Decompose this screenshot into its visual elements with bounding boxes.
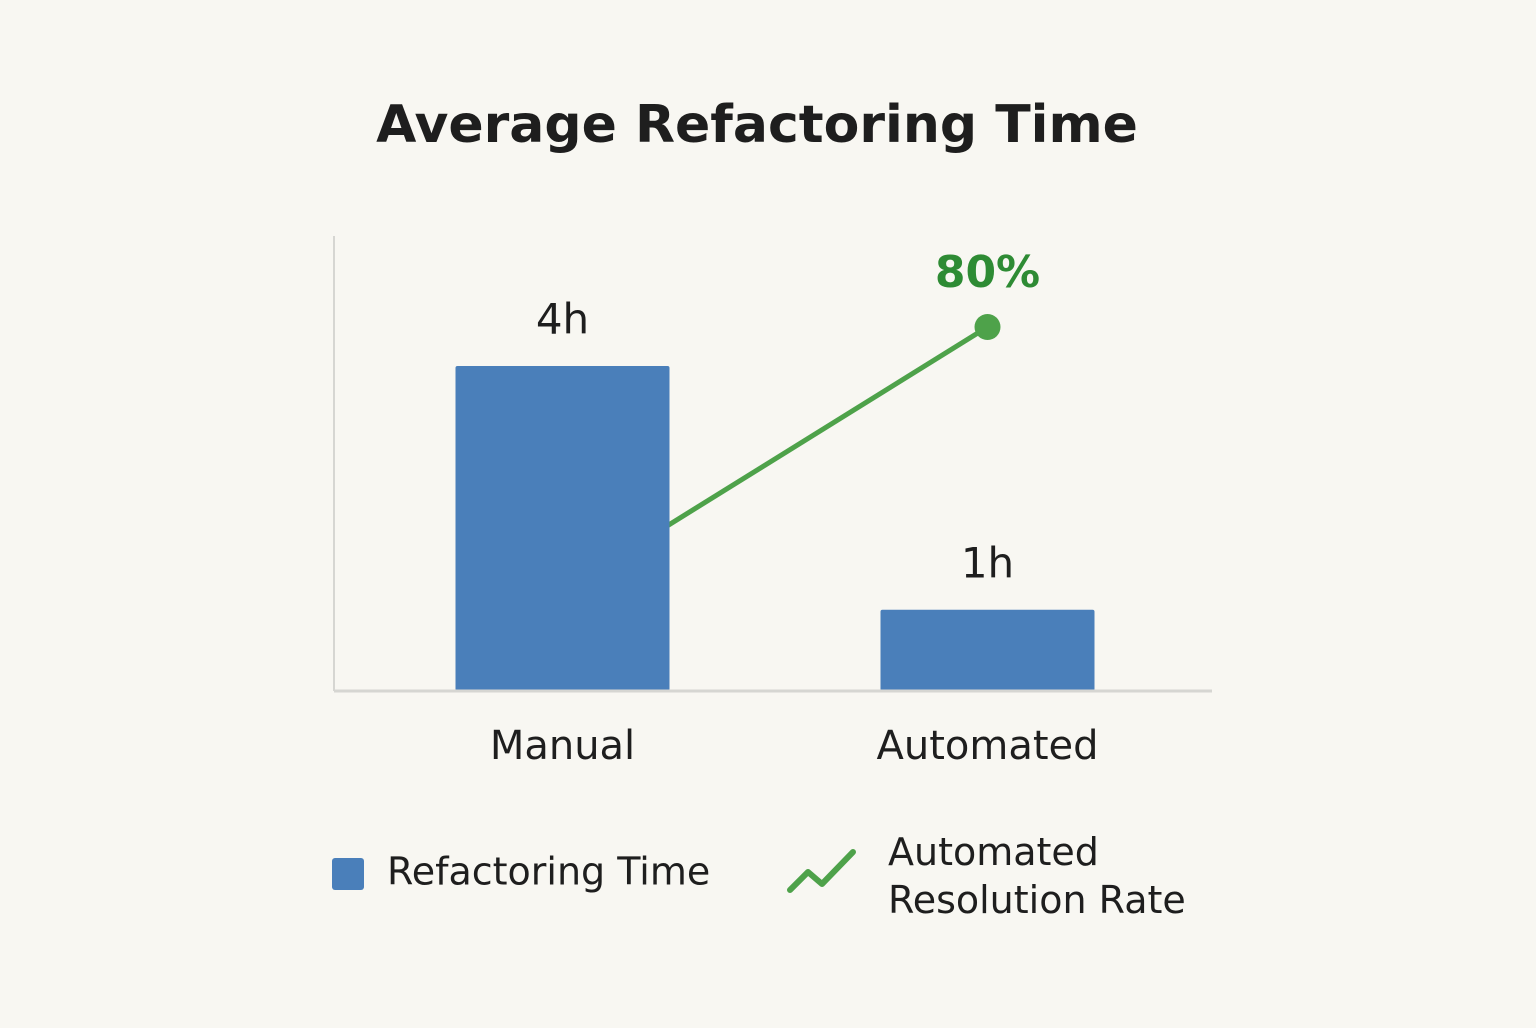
bar-layer	[455, 366, 1095, 691]
x-tick-label: Manual	[490, 723, 635, 769]
data-label: 1h	[961, 538, 1014, 587]
legend-label: Automated Resolution Rate	[888, 830, 1186, 922]
legend-swatch	[787, 849, 856, 893]
bar	[455, 366, 670, 691]
legend-swatch	[332, 858, 364, 890]
x-tick-label: Automated	[876, 723, 1098, 769]
data-label: 4h	[536, 295, 589, 344]
bar	[880, 609, 1095, 691]
data-label: 80%	[935, 247, 1040, 298]
legend-label: Refactoring Time	[387, 850, 710, 894]
line-point	[974, 314, 1001, 340]
chart-title: Average Refactoring Time	[376, 95, 1138, 155]
